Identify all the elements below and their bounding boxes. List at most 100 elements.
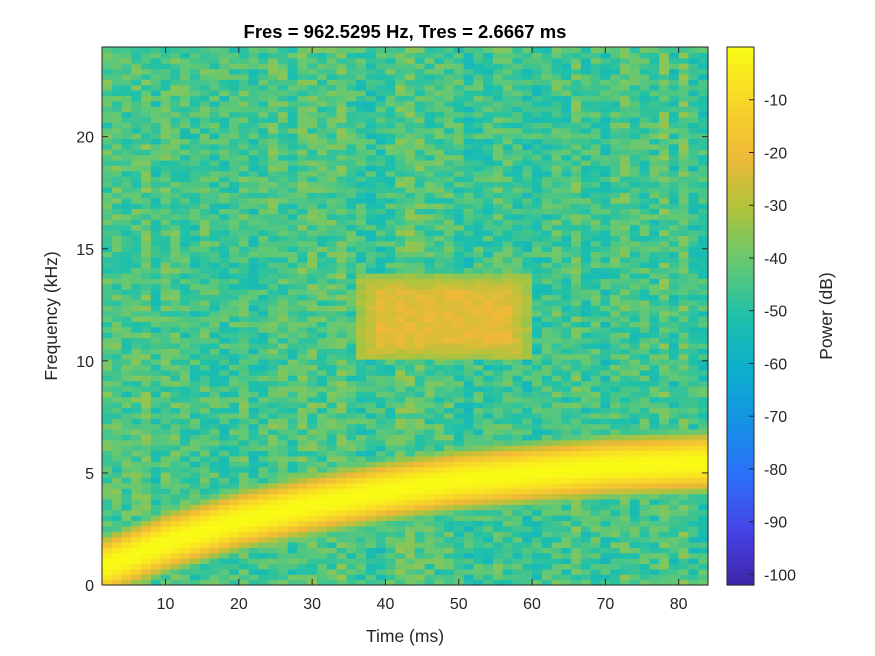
heatmap-cell	[434, 197, 445, 204]
heatmap-cell	[219, 122, 230, 129]
heatmap-cell	[434, 568, 445, 575]
heatmap-cell	[561, 272, 572, 279]
heatmap-cell	[405, 256, 416, 263]
heatmap-cell	[473, 509, 484, 516]
heatmap-cell	[532, 520, 543, 527]
heatmap-cell	[375, 326, 387, 333]
heatmap-cell	[258, 316, 269, 322]
heatmap-cell	[238, 165, 250, 172]
heatmap-cell	[258, 472, 269, 478]
heatmap-cell	[287, 95, 299, 102]
heatmap-cell	[405, 79, 416, 86]
heatmap-cell	[483, 289, 494, 296]
heatmap-cell	[268, 310, 279, 317]
heatmap-cell	[180, 294, 191, 301]
heatmap-cell	[336, 267, 347, 274]
heatmap-cell	[434, 337, 445, 344]
heatmap-cell	[307, 316, 318, 322]
heatmap-cell	[492, 47, 504, 53]
heatmap-cell	[307, 547, 318, 554]
heatmap-cell	[463, 407, 475, 414]
heatmap-cell	[444, 541, 455, 548]
heatmap-cell	[238, 342, 250, 349]
heatmap-cell	[238, 149, 250, 156]
heatmap-cell	[444, 332, 455, 339]
heatmap-cell	[346, 498, 357, 505]
heatmap-cell	[111, 402, 123, 409]
heatmap-cell	[131, 450, 142, 457]
heatmap-cell	[229, 450, 240, 457]
heatmap-cell	[424, 412, 435, 419]
heatmap-cell	[131, 337, 142, 344]
heatmap-cell	[375, 116, 387, 123]
heatmap-cell	[277, 493, 289, 500]
heatmap-cell	[434, 84, 445, 91]
heatmap-cell	[189, 568, 201, 575]
heatmap-cell	[365, 133, 377, 140]
heatmap-cell	[434, 375, 445, 382]
heatmap-cell	[111, 337, 123, 344]
heatmap-cell	[463, 574, 475, 581]
heatmap-cell	[473, 278, 484, 285]
heatmap-cell	[395, 208, 406, 215]
heatmap-cell	[326, 235, 338, 242]
heatmap-cell	[512, 95, 523, 102]
heatmap-cell	[580, 445, 592, 452]
heatmap-cell	[502, 558, 514, 565]
heatmap-cell	[326, 143, 338, 150]
heatmap-cell	[268, 552, 279, 559]
heatmap-cell	[180, 219, 191, 226]
heatmap-cell	[356, 332, 367, 339]
heatmap-cell	[473, 262, 484, 269]
heatmap-cell	[248, 52, 259, 59]
heatmap-cell	[277, 246, 289, 253]
heatmap-cell	[268, 68, 279, 75]
heatmap-cell	[532, 299, 543, 306]
heatmap-cell	[405, 224, 416, 231]
heatmap-cell	[297, 127, 308, 134]
heatmap-cell	[141, 63, 152, 70]
heatmap-cell	[532, 342, 543, 349]
heatmap-cell	[365, 488, 377, 495]
heatmap-cell	[209, 579, 220, 586]
heatmap-cell	[483, 536, 494, 543]
heatmap-cell	[395, 477, 406, 484]
heatmap-cell	[561, 186, 572, 193]
heatmap-cell	[346, 84, 357, 91]
heatmap-cell	[405, 143, 416, 150]
heatmap-cell	[248, 186, 259, 193]
heatmap-cell	[561, 267, 572, 274]
heatmap-cell	[326, 294, 338, 301]
heatmap-cell	[150, 504, 162, 511]
heatmap-cell	[532, 461, 543, 468]
heatmap-cell	[375, 342, 387, 349]
heatmap-cell	[160, 154, 172, 161]
heatmap-cell	[219, 509, 230, 516]
heatmap-cell	[150, 450, 162, 457]
heatmap-cell	[356, 385, 367, 392]
heatmap-cell	[502, 450, 514, 457]
heatmap-cell	[150, 418, 162, 425]
heatmap-cell	[453, 84, 465, 91]
heatmap-cell	[277, 186, 289, 193]
heatmap-cell	[199, 240, 211, 247]
heatmap-cell	[502, 332, 514, 339]
heatmap-cell	[414, 455, 426, 462]
heatmap-cell	[541, 455, 553, 462]
heatmap-cell	[102, 143, 113, 150]
heatmap-cell	[502, 197, 514, 204]
heatmap-cell	[277, 122, 289, 129]
heatmap-cell	[268, 558, 279, 565]
heatmap-cell	[463, 477, 475, 484]
heatmap-cell	[571, 450, 582, 457]
heatmap-cell	[492, 181, 504, 188]
heatmap-cell	[248, 445, 259, 452]
heatmap-cell	[532, 332, 543, 339]
heatmap-cell	[150, 186, 162, 193]
heatmap-cell	[209, 133, 220, 140]
heatmap-cell	[199, 391, 211, 398]
heatmap-cell	[199, 488, 211, 495]
heatmap-cell	[453, 385, 465, 392]
heatmap-cell	[541, 348, 553, 355]
heatmap-cell	[121, 165, 132, 172]
